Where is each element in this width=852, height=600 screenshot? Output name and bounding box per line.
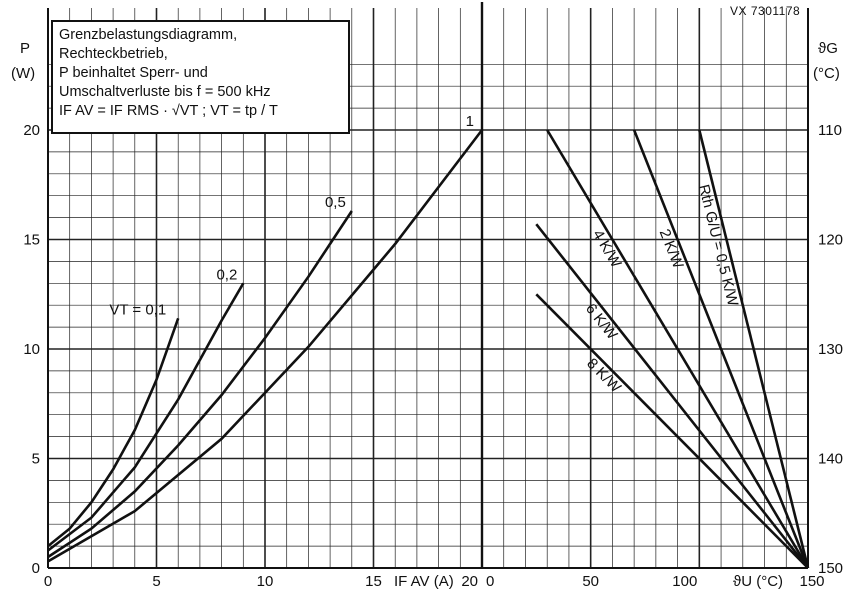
y-left-tick-label: 15 <box>23 232 40 249</box>
curve-left-3 <box>47 210 353 559</box>
y-right-label-theta: ϑG <box>818 40 838 57</box>
curve-right-4 <box>535 223 810 569</box>
curve-left-label: 0,5 <box>325 194 346 211</box>
y-right-tick-label: 150 <box>818 560 843 577</box>
curve-left-label: VT = 0,1 <box>109 301 166 318</box>
y-left-label-p: P <box>20 40 30 57</box>
y-left-label-unit: (W) <box>11 65 35 82</box>
grid-major-lines <box>47 2 809 569</box>
curve-right-5 <box>535 293 809 569</box>
y-right-tick-label: 120 <box>818 232 843 249</box>
tick-labels: 0 5 10 15 20 110 120 130 140 150 0 5 10 15 20 0 50 100 150 <box>23 122 843 590</box>
x-left-tick-label: 5 <box>152 573 160 590</box>
legend-line-4: Umschaltverluste bis f = 500 kHz <box>59 84 271 100</box>
curve-left-1 <box>47 317 180 548</box>
y-right-label-unit: (°C) <box>813 65 840 82</box>
y-right-tick-label: 130 <box>818 341 843 358</box>
x-right-axis-label: ϑU (°C) <box>733 573 783 590</box>
x-left-tick-label: 0 <box>44 573 52 590</box>
legend-line-1: Grenzbelastungsdiagramm, <box>59 27 238 43</box>
x-right-tick-label: 150 <box>799 573 824 590</box>
x-left-tick-label: 20 <box>461 573 478 590</box>
x-left-tick-label: 10 <box>257 573 274 590</box>
curve-right-3 <box>546 129 810 569</box>
curve-left-4 <box>47 129 484 563</box>
legend-line-3: P beinhaltet Sperr- und <box>59 65 208 81</box>
x-left-axis-label: IF AV (A) <box>394 573 454 590</box>
curve-left-2 <box>47 282 245 552</box>
y-right-tick-label: 140 <box>818 451 843 468</box>
legend-box: Grenzbelastungsdiagramm, Rechteckbetrieb… <box>51 20 350 134</box>
x-right-tick-label: 0 <box>486 573 494 590</box>
y-right-tick-label: 110 <box>818 122 842 139</box>
legend-line-5: IF AV = IF RMS · √VT ; VT = tp / T <box>59 103 278 119</box>
curve-right-1 <box>698 129 810 569</box>
x-right-tick-label: 50 <box>582 573 599 590</box>
y-left-tick-label: 20 <box>23 122 40 139</box>
document-code: VX 7301178 <box>730 4 801 18</box>
curve-right-2 <box>632 129 810 569</box>
y-left-tick-label: 10 <box>23 341 40 358</box>
legend-line-2: Rechteckbetrieb, <box>59 46 168 62</box>
y-left-tick-label: 0 <box>32 560 40 577</box>
x-left-tick-label: 15 <box>365 573 382 590</box>
y-left-tick-label: 5 <box>32 451 40 468</box>
curve-left-label: 0,2 <box>216 266 237 283</box>
curve-left-label: 1 <box>466 113 474 130</box>
x-right-tick-label: 100 <box>672 573 697 590</box>
